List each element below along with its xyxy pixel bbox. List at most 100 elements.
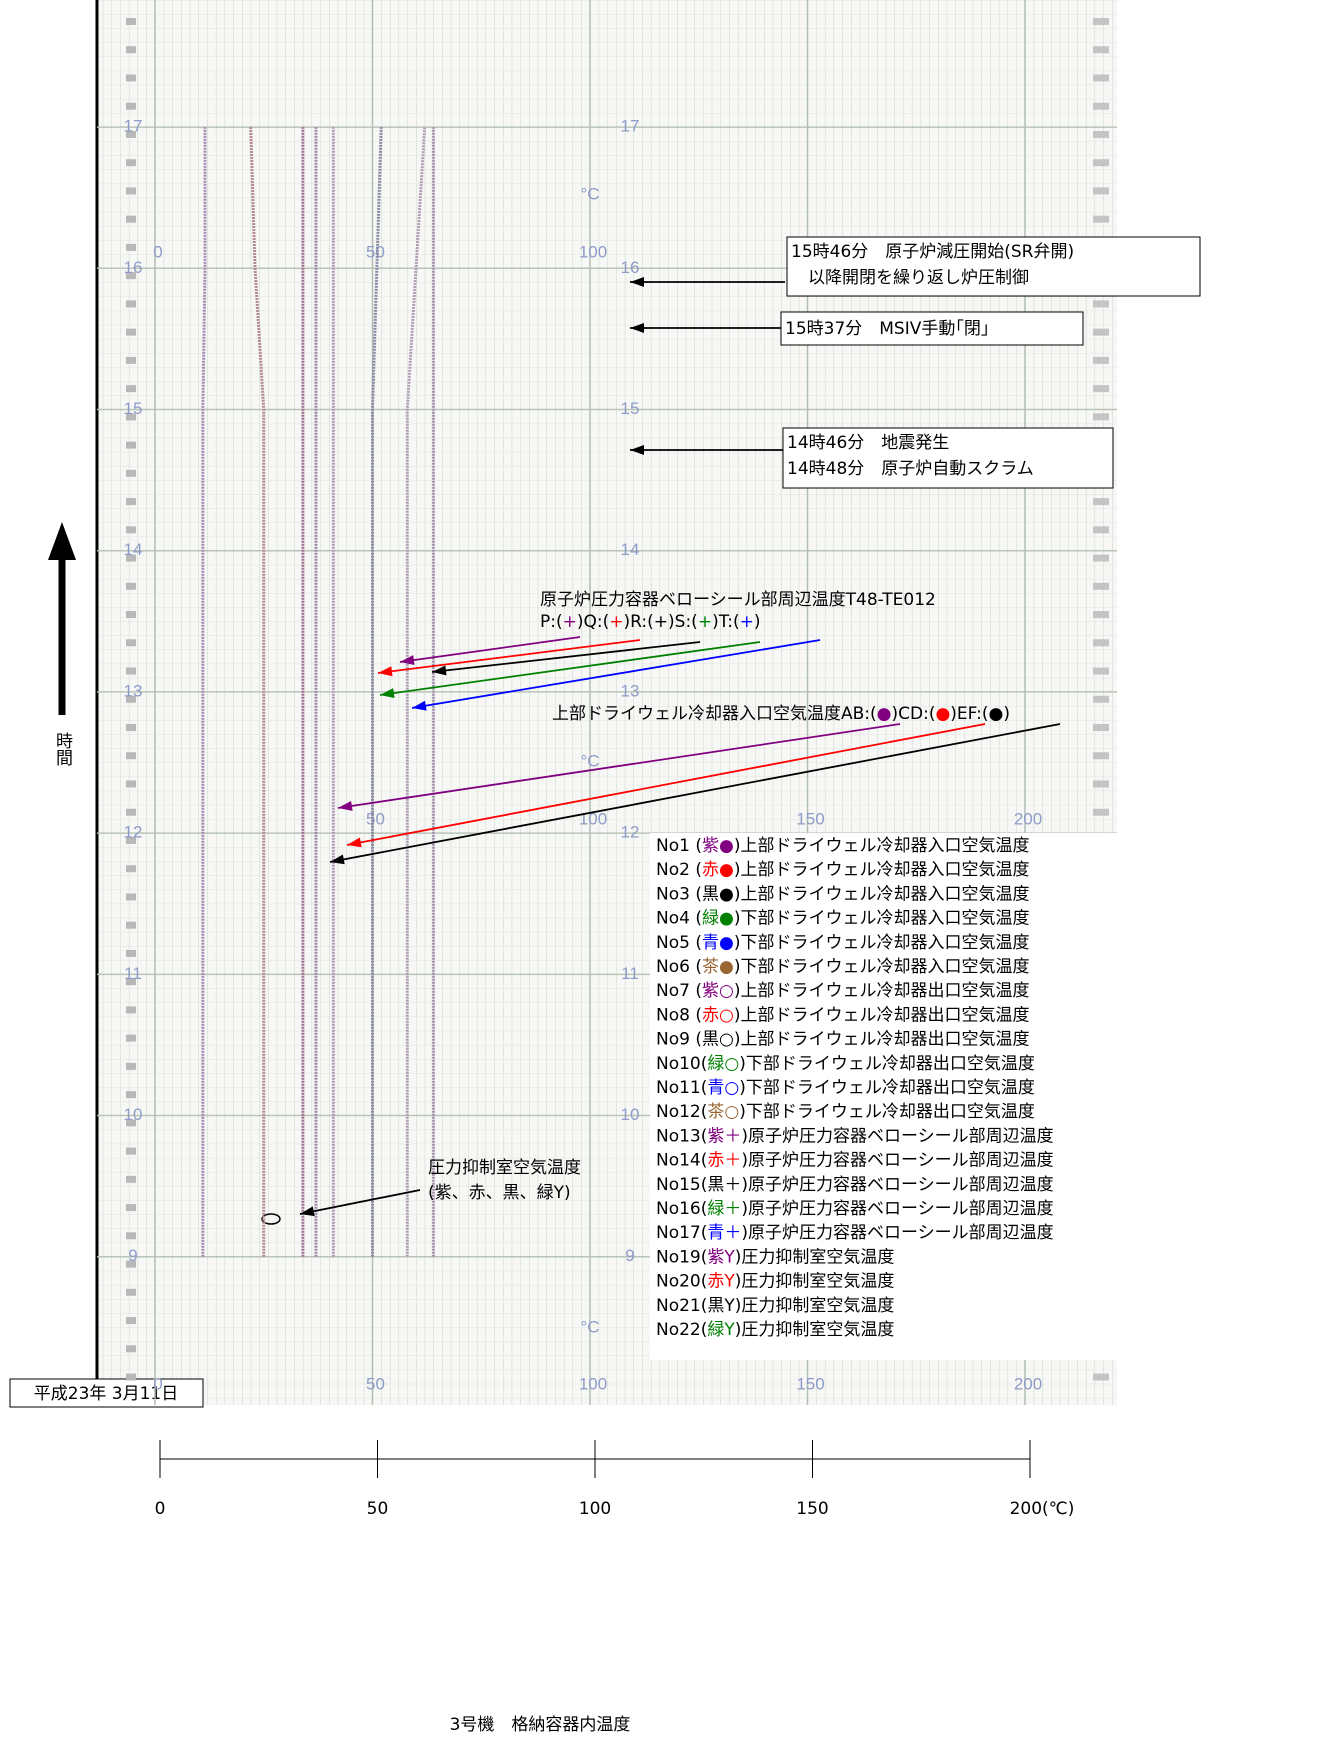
annotation-part: No21( <box>656 1296 707 1316</box>
sprocket-hole <box>126 328 136 336</box>
y-tick-label: 15 <box>124 399 143 418</box>
annotation-part: 赤＋ <box>707 1151 741 1171</box>
annotation-part: )原子炉圧力容器ベローシール部周辺温度 <box>741 1126 1053 1146</box>
sprocket-hole <box>1093 582 1109 590</box>
sprocket-hole <box>126 1232 136 1240</box>
sprocket-hole <box>1093 187 1109 195</box>
sprocket-hole <box>1093 46 1109 54</box>
y-tick-label: 9 <box>625 1246 634 1265</box>
y-tick-label: 13 <box>124 681 143 700</box>
sprocket-hole <box>126 102 136 110</box>
suppression-label: (紫、赤、黒、緑Y) <box>428 1183 571 1203</box>
sprocket-hole <box>126 921 136 929</box>
annotation-part: No8 ( <box>656 1005 702 1025</box>
annotation-part: ● <box>989 704 1004 724</box>
annotation-part: )下部ドライウェル冷却器出口空気温度 <box>739 1078 1035 1098</box>
sprocket-hole <box>126 667 136 675</box>
paper-scale-label: 50 <box>366 242 385 261</box>
trace <box>371 127 383 1257</box>
arrow <box>346 723 986 846</box>
annotation-part: No17( <box>656 1223 707 1243</box>
annotation-part: )上部ドライウェル冷却器入口空気温度 <box>734 860 1030 880</box>
arrow <box>299 1189 421 1215</box>
annotation: 上部ドライウェル冷却器入口空気温度AB:(●)CD:(●)EF:(●) <box>552 704 1010 724</box>
annotation-part: )Q:( <box>577 612 609 632</box>
arrow-head <box>630 445 644 455</box>
annotation-part: 青● <box>702 933 734 953</box>
arrow-head <box>300 1206 315 1217</box>
annotation-part: No15( <box>656 1175 707 1195</box>
sprocket-hole <box>126 1260 136 1268</box>
sprocket-hole <box>126 639 136 647</box>
sprocket-hole <box>126 243 136 251</box>
sprocket-hole <box>126 695 136 703</box>
sprocket-hole <box>126 526 136 534</box>
annotation-part: 茶● <box>702 957 734 977</box>
annotation-part: )EF:( <box>950 704 988 724</box>
annotation-part: No10( <box>656 1054 707 1074</box>
arrow-head <box>400 655 415 666</box>
annotation: No15(黒＋)原子炉圧力容器ベローシール部周辺温度 <box>656 1175 1054 1195</box>
y-tick-label: 16 <box>621 258 640 277</box>
sprocket-hole <box>1093 356 1109 364</box>
date: 平成23年 3月11日 <box>34 1384 178 1404</box>
trace <box>249 127 266 1257</box>
annotation: No14(赤＋)原子炉圧力容器ベローシール部周辺温度 <box>656 1151 1054 1171</box>
event-text: 14時46分 地震発生 <box>787 433 949 453</box>
sprocket-hole <box>1093 695 1109 703</box>
y-tick-label: 12 <box>124 823 143 842</box>
sprocket-hole <box>126 582 136 590</box>
annotation: No21(黒Y)圧力抑制室空気温度 <box>656 1296 894 1316</box>
event-box <box>786 236 1201 297</box>
x-tick-label: 0 <box>155 1499 166 1519</box>
sprocket-hole <box>126 1062 136 1070</box>
annotation-part: No11( <box>656 1078 707 1098</box>
annotation-part: ● <box>935 704 950 724</box>
sprocket-hole <box>1093 724 1109 731</box>
paper-scale-label: 150 <box>796 809 824 828</box>
annotation-part: 黒○ <box>702 1030 734 1050</box>
arrow <box>411 639 821 709</box>
annotation: No3 (黒●)上部ドライウェル冷却器入口空気温度 <box>656 884 1029 904</box>
sprocket-hole <box>126 949 136 957</box>
event-box <box>782 427 1114 489</box>
annotation-part: 上部ドライウェル冷却器入口空気温度AB:( <box>552 704 877 724</box>
sprocket-hole <box>126 74 136 82</box>
sprocket-hole <box>126 187 136 195</box>
annotation: No9 (黒○)上部ドライウェル冷却器出口空気温度 <box>656 1030 1029 1050</box>
sprocket-hole <box>1093 300 1109 308</box>
annotation: No5 (青●)下部ドライウェル冷却器入口空気温度 <box>656 933 1029 953</box>
y-tick-label: 17 <box>621 117 640 136</box>
sprocket-hole <box>1093 102 1109 110</box>
annotation-part: )下部ドライウェル冷却器出口空気温度 <box>739 1102 1035 1122</box>
annotation-part: )原子炉圧力容器ベローシール部周辺温度 <box>741 1223 1053 1243</box>
paper-unit: °C <box>580 751 599 770</box>
annotation: No13(紫＋)原子炉圧力容器ベローシール部周辺温度 <box>656 1126 1054 1146</box>
sprocket-hole <box>126 1345 136 1353</box>
annotation-part: No6 ( <box>656 957 702 977</box>
sprocket-hole <box>126 724 136 731</box>
arrow-head <box>630 323 644 333</box>
chart-title: 3号機 格納容器内温度 <box>450 1715 631 1735</box>
annotation: No10(緑○)下部ドライウェル冷却器出口空気温度 <box>656 1054 1035 1074</box>
paper-scale-label: 0 <box>153 1374 162 1393</box>
annotation-part: )下部ドライウェル冷却器入口空気温度 <box>734 933 1030 953</box>
suppression-marker <box>261 1213 281 1225</box>
sprocket-hole <box>126 130 136 138</box>
annotation: No17(青＋)原子炉圧力容器ベローシール部周辺温度 <box>656 1223 1054 1243</box>
arrow-head <box>330 854 345 865</box>
event-text: 14時48分 原子炉自動スクラム <box>787 459 1034 479</box>
y-tick-label: 12 <box>621 823 640 842</box>
annotation-part: )上部ドライウェル冷却器出口空気温度 <box>734 1005 1030 1025</box>
sprocket-hole <box>1093 18 1109 25</box>
annotation: No16(緑＋)原子炉圧力容器ベローシール部周辺温度 <box>656 1199 1054 1219</box>
sprocket-hole <box>126 780 136 788</box>
trace <box>201 127 207 1257</box>
arrow-head <box>432 665 447 676</box>
sprocket-hole <box>1093 639 1109 647</box>
sprocket-hole <box>1093 159 1109 167</box>
annotation-part: No14( <box>656 1151 707 1171</box>
paper-unit: °C <box>580 184 599 203</box>
annotation-part: 青＋ <box>707 1223 741 1243</box>
sprocket-hole <box>126 356 136 364</box>
